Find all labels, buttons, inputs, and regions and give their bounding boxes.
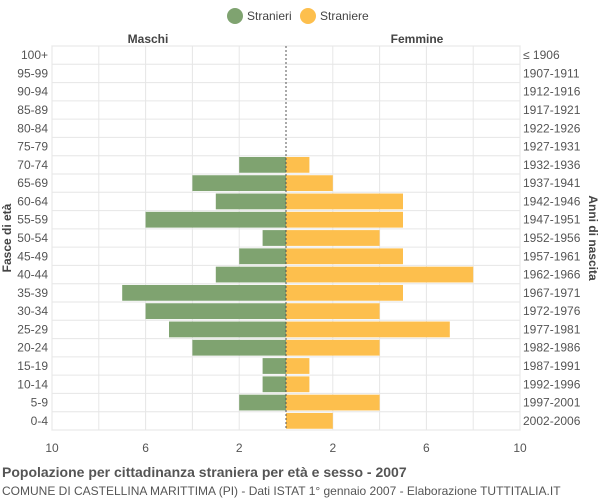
bar-male [215,266,286,283]
birth-year-label: 1942-1946 [523,194,581,208]
x-tick-label: 2 [236,441,243,455]
age-label: 30-34 [17,304,48,318]
x-axis-ticks: 10 6 2 2 6 10 [45,441,527,455]
birth-year-labels: ≤ 1906 1907-1911 1912-1916 1917-1921 1922-19… [523,48,581,428]
age-label: 65-69 [17,176,48,190]
birth-year-label: 1962-1966 [523,268,581,282]
age-label: 10-14 [17,377,48,391]
birth-year-label: 1952-1956 [523,231,581,245]
birth-year-label: 1912-1916 [523,85,581,99]
chart-subtitle: COMUNE DI CASTELLINA MARITTIMA (PI) - Da… [2,484,561,498]
bar-male [262,376,286,393]
bar-female [286,339,380,356]
age-label: 45-49 [17,249,48,263]
bar-female [286,193,403,210]
birth-year-label: 1947-1951 [523,213,581,227]
bars [122,156,474,429]
legend-label-straniere: Straniere [320,9,369,23]
bar-female [286,321,450,338]
bar-female [286,248,403,265]
bar-male [192,175,286,192]
bar-female [286,175,333,192]
age-label: 95-99 [17,66,48,80]
age-label: 25-29 [17,322,48,336]
birth-year-label: 1932-1936 [523,158,581,172]
age-label: 35-39 [17,286,48,300]
age-label: 75-79 [17,140,48,154]
age-label: 15-19 [17,359,48,373]
bar-male [239,248,286,265]
age-label: 0-4 [31,414,49,428]
bar-male [145,303,286,320]
legend-label-stranieri: Stranieri [247,9,292,23]
bar-female [286,358,310,374]
legend: Stranieri Straniere [227,8,369,24]
bar-male [192,339,286,356]
x-tick-label: 6 [423,441,430,455]
x-tick-label: 10 [513,441,527,455]
bar-female [286,211,403,228]
birth-year-label: 1957-1961 [523,249,581,263]
bar-female [286,156,310,173]
legend-swatch-stranieri [227,8,243,24]
age-label: 20-24 [17,341,48,355]
legend-swatch-straniere [300,8,316,24]
age-label: 5-9 [31,396,49,410]
birth-year-label: 2002-2006 [523,414,581,428]
age-label: 85-89 [17,103,48,117]
males-header: Maschi [128,32,169,46]
bar-male [215,193,286,210]
birth-year-label: 1967-1971 [523,286,581,300]
birth-year-label: 1997-2001 [523,396,581,410]
birth-year-label: 1982-1986 [523,341,581,355]
chart-title: Popolazione per cittadinanza straniera p… [2,464,407,480]
bar-male [239,394,286,411]
age-label: 100+ [21,48,48,62]
bar-female [286,284,403,301]
bar-male [262,358,286,374]
bar-male [262,230,286,246]
bar-male [145,211,286,228]
birth-year-label: 1987-1991 [523,359,581,373]
population-pyramid-chart: 100+ 95-99 90-94 85-89 80-84 75-79 70-74 65-69 6… [0,8,600,455]
females-header: Femmine [391,32,444,46]
y-axis-title-left: Fasce di età [0,203,14,272]
bar-female [286,266,474,283]
birth-year-label: ≤ 1906 [523,48,560,62]
x-tick-label: 2 [329,441,336,455]
birth-year-label: 1937-1941 [523,176,581,190]
age-labels: 100+ 95-99 90-94 85-89 80-84 75-79 70-74 65-69 6… [17,48,48,428]
birth-year-label: 1917-1921 [523,103,581,117]
bar-male [239,156,286,173]
age-label: 90-94 [17,85,48,99]
age-label: 80-84 [17,121,48,135]
bar-female [286,303,380,320]
y-axis-title-right: Anni di nascita [586,195,600,281]
bar-male [122,284,286,301]
birth-year-label: 1907-1911 [523,66,580,80]
age-label: 55-59 [17,213,48,227]
age-label: 50-54 [17,231,48,245]
x-tick-label: 6 [142,441,149,455]
birth-year-label: 1922-1926 [523,121,581,135]
birth-year-label: 1927-1931 [523,140,581,154]
bar-male [169,321,286,338]
birth-year-label: 1992-1996 [523,377,581,391]
x-tick-label: 10 [45,441,59,455]
bar-female [286,412,333,429]
age-label: 40-44 [17,268,48,282]
age-label: 70-74 [17,158,48,172]
bar-female [286,376,310,393]
birth-year-label: 1977-1981 [523,322,581,336]
bar-female [286,394,380,411]
bar-female [286,230,380,246]
birth-year-label: 1972-1976 [523,304,581,318]
age-label: 60-64 [17,194,48,208]
